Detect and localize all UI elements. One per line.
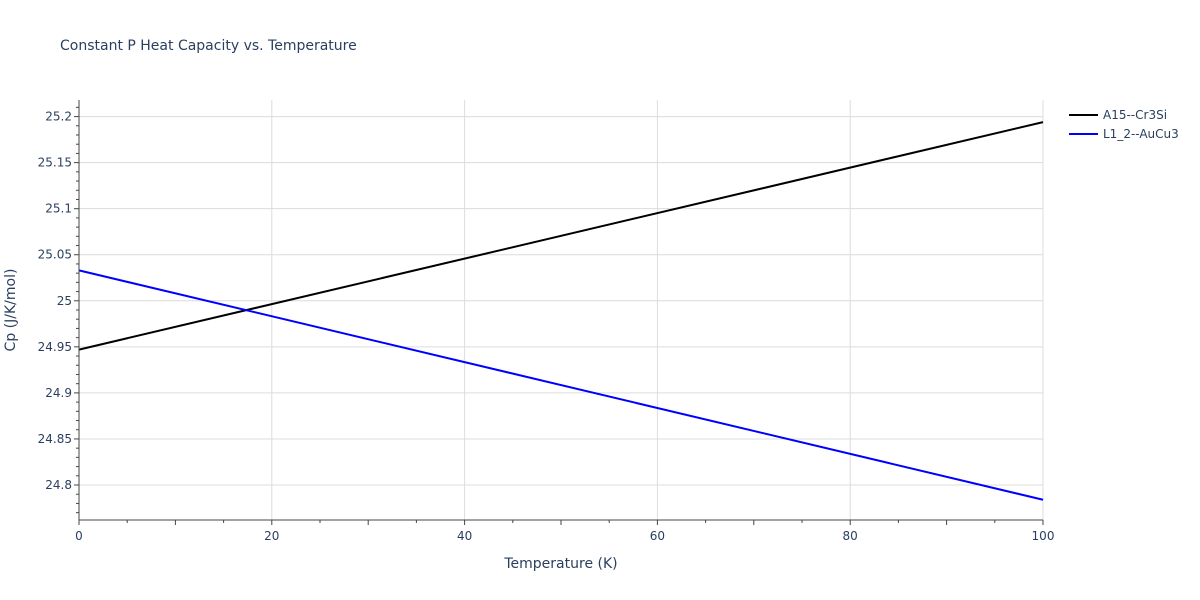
y-tick-label: 24.85 (38, 432, 72, 446)
x-tick-label: 0 (75, 529, 83, 543)
legend: A15--Cr3Si L1_2--AuCu3 (1069, 108, 1179, 141)
x-tick-label: 60 (650, 529, 665, 543)
y-tick-label: 25.15 (38, 156, 72, 170)
axes: 0 20 40 60 80 100 24.8 24.85 24.9 24.95 25 25.05 25.… (38, 100, 1055, 543)
legend-label: A15--Cr3Si (1103, 108, 1167, 122)
x-tick-label: 40 (457, 529, 472, 543)
series-line-2 (78, 269, 1044, 501)
y-tick-label: 25.2 (45, 110, 72, 124)
x-tick-label: 100 (1032, 529, 1055, 543)
legend-label: L1_2--AuCu3 (1103, 127, 1179, 141)
x-tick-label: 20 (264, 529, 279, 543)
x-tick-label: 80 (843, 529, 858, 543)
grid (79, 100, 1044, 520)
y-tick-label: 24.8 (45, 478, 72, 492)
y-axis-title: Cp (J/K/mol) (3, 269, 19, 352)
y-tick-label: 25 (57, 294, 72, 308)
y-tick-label: 24.9 (45, 386, 72, 400)
y-tick-label: 25.1 (45, 202, 72, 216)
series-line-1 (78, 121, 1044, 351)
chart-title: Constant P Heat Capacity vs. Temperature (60, 38, 357, 54)
x-axis-title: Temperature (K) (503, 556, 617, 572)
y-tick-label: 24.95 (38, 340, 72, 354)
y-tick-label: 25.05 (38, 248, 72, 262)
plot-area (78, 121, 1044, 501)
